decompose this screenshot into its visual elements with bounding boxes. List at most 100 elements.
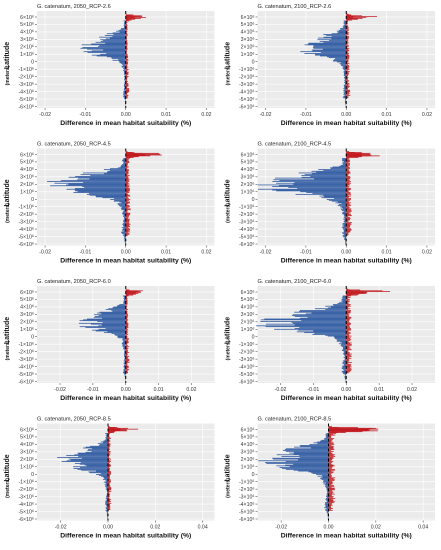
data-bar	[106, 495, 108, 497]
data-bar	[344, 101, 347, 103]
data-bar	[125, 370, 128, 372]
data-bar	[346, 302, 349, 304]
data-bar	[125, 369, 129, 371]
data-bar	[124, 355, 126, 357]
data-bar	[337, 303, 347, 304]
y-tick-label: -4×10⁶	[239, 364, 255, 370]
data-bar	[106, 510, 108, 512]
data-bar	[123, 340, 126, 342]
plot-background	[37, 423, 215, 521]
data-bar	[125, 323, 129, 325]
data-bar	[124, 357, 126, 358]
data-bar	[311, 170, 347, 172]
data-bar	[108, 431, 114, 433]
data-bar	[125, 56, 129, 58]
data-bar	[328, 452, 333, 454]
data-bar	[123, 210, 126, 211]
data-bar	[328, 441, 331, 443]
data-bar	[342, 159, 347, 161]
data-bar	[107, 492, 108, 494]
data-bar	[125, 197, 129, 199]
data-bar	[346, 224, 351, 226]
data-bar	[343, 20, 347, 22]
data-bar	[343, 230, 347, 232]
data-bar	[112, 307, 126, 309]
data-bar	[125, 27, 128, 29]
data-bar	[125, 228, 130, 229]
data-bar	[328, 503, 333, 504]
data-bar	[99, 444, 108, 445]
data-bar	[108, 427, 118, 428]
data-bar	[125, 153, 138, 155]
data-bar	[343, 85, 347, 87]
data-bar	[106, 498, 108, 500]
data-bar	[125, 220, 130, 222]
data-bar	[346, 230, 351, 232]
data-bar	[345, 102, 347, 104]
data-bar	[123, 298, 126, 300]
data-bar	[346, 93, 350, 94]
y-tick-label: 1×10⁶	[241, 465, 255, 471]
data-bar	[319, 195, 347, 197]
data-bar	[340, 29, 347, 30]
data-bar	[105, 501, 108, 503]
data-bar	[122, 211, 126, 213]
y-tick-label: -3×10⁶	[18, 494, 34, 500]
data-bar	[109, 168, 126, 170]
data-bar	[124, 351, 126, 352]
data-bar	[328, 498, 336, 499]
data-bar	[338, 204, 347, 205]
data-bar	[125, 152, 143, 154]
data-bar	[346, 316, 352, 318]
data-bar	[346, 43, 349, 45]
data-bar	[346, 31, 349, 33]
data-bar	[343, 74, 347, 76]
data-bar	[125, 17, 146, 18]
y-tick-label: -3×10⁶	[239, 494, 255, 500]
data-bar	[124, 218, 126, 220]
data-bar	[125, 324, 129, 326]
y-tick-label: 1×10⁶	[20, 327, 34, 333]
data-bar	[346, 335, 352, 337]
data-bar	[258, 460, 329, 462]
data-bar	[317, 37, 347, 39]
data-bar	[292, 314, 347, 316]
data-bar	[106, 506, 108, 508]
data-bar	[344, 220, 347, 222]
data-bar	[299, 456, 329, 458]
data-bar	[93, 314, 126, 316]
data-bar	[346, 38, 349, 40]
data-bar	[346, 29, 349, 31]
data-bar	[125, 219, 130, 221]
data-bar	[343, 25, 347, 27]
data-bar	[342, 223, 347, 225]
data-bar	[125, 223, 131, 225]
data-bar	[291, 315, 347, 316]
data-bar	[346, 322, 351, 324]
data-bar	[343, 92, 347, 94]
data-bar	[125, 311, 128, 313]
data-bar	[346, 152, 362, 153]
data-bar	[108, 508, 111, 510]
data-bar	[336, 61, 347, 63]
data-bar	[73, 468, 108, 469]
data-bar	[125, 30, 128, 32]
y-tick-label: -6×10⁶	[239, 517, 255, 523]
data-bar	[328, 456, 334, 458]
data-bar	[346, 310, 351, 311]
data-bar	[299, 317, 347, 319]
data-bar	[105, 433, 108, 434]
data-bar	[346, 161, 351, 163]
data-bar	[313, 47, 347, 49]
data-bar	[328, 472, 334, 474]
data-bar	[106, 504, 108, 506]
data-bar	[328, 492, 334, 493]
data-bar	[345, 98, 347, 100]
data-bar	[105, 498, 108, 499]
y-tick-label: 2×10⁶	[241, 182, 255, 188]
data-bar	[328, 473, 332, 474]
data-bar	[98, 315, 126, 316]
data-bar	[123, 163, 126, 164]
data-bar	[342, 212, 347, 214]
data-bar	[324, 507, 329, 509]
